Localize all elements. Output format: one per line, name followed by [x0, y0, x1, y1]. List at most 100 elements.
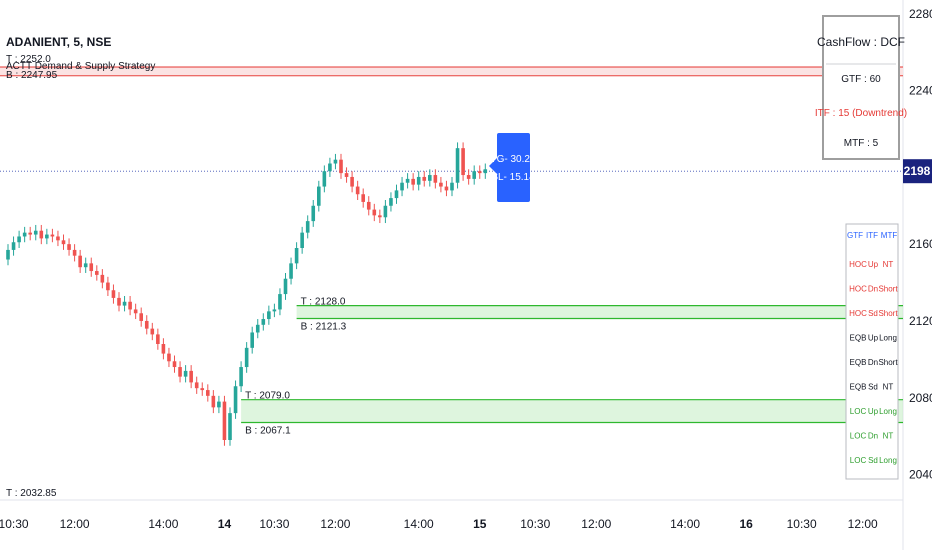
- candle-body: [211, 395, 216, 408]
- x-tick-label: 10:30: [0, 517, 29, 531]
- candle-body: [239, 367, 243, 387]
- candle-body: [67, 244, 71, 250]
- table-cell-trend: Sd: [868, 309, 878, 318]
- x-tick-label: 14: [218, 517, 232, 531]
- candle-body: [122, 301, 127, 306]
- candle-body: [261, 319, 266, 325]
- symbol-header[interactable]: ADANIENT, 5, NSE: [6, 35, 111, 49]
- resistance-lines: [0, 66, 903, 77]
- x-tick-label: 14:00: [148, 517, 178, 531]
- candle-body: [428, 175, 432, 181]
- target-box-bg: [497, 133, 530, 202]
- timeframe-table-border: [845, 223, 899, 480]
- candle-body: [189, 370, 193, 383]
- table-cell-action: Long: [879, 334, 897, 343]
- target-sl: SL- 15.14: [491, 172, 535, 183]
- candle-body: [72, 249, 77, 256]
- table-cell-action: NT: [883, 383, 894, 392]
- candle-body: [200, 388, 205, 391]
- table-cell-trend: Up: [868, 260, 879, 269]
- candle-body: [11, 242, 16, 250]
- candle-body: [161, 344, 166, 354]
- candle-body: [6, 249, 10, 260]
- table-cell-level: HOC: [849, 260, 867, 269]
- candle-body: [233, 386, 238, 414]
- candle-body: [344, 173, 349, 177]
- demand-zones: T : 2128.0 B : 2121.3 T : 2079.0 B : 2067.1: [241, 297, 904, 437]
- candle-body: [100, 274, 105, 283]
- x-tick-label: 10:30: [787, 517, 817, 531]
- candle-body: [411, 178, 415, 185]
- cashflow-itf: ITF : 15 (Downtrend): [815, 108, 907, 119]
- y-axis-ticks: 2040208021202160220022402280: [909, 7, 932, 482]
- candle-body: [172, 361, 177, 368]
- candle-body: [483, 169, 488, 174]
- table-cell-level: HOC: [849, 309, 867, 318]
- table-cell-trend: Up: [868, 334, 879, 343]
- candle-body: [178, 367, 182, 377]
- candle-body: [289, 263, 293, 279]
- candle-body: [28, 232, 32, 235]
- table-cell-action: NT: [883, 260, 894, 269]
- candle-body: [355, 186, 360, 195]
- candle-body: [317, 186, 321, 206]
- target-box-pointer: [489, 158, 497, 174]
- demand-zone-fill: [296, 305, 904, 319]
- candle-body: [183, 370, 188, 377]
- x-tick-label: 12:00: [581, 517, 611, 531]
- price-badge-bg: [903, 159, 932, 184]
- candle-body: [222, 401, 227, 440]
- table-cell-trend: Dn: [868, 285, 878, 294]
- x-tick-label: 16: [739, 517, 753, 531]
- table-cell-level: EQB: [850, 334, 867, 343]
- candle-body: [89, 263, 94, 272]
- candle-body: [39, 230, 44, 239]
- candle-body: [405, 178, 410, 183]
- x-tick-label: 10:30: [520, 517, 550, 531]
- x-tick-label: 12:00: [848, 517, 878, 531]
- candle-body: [328, 163, 332, 172]
- x-tick-label: 14:00: [670, 517, 700, 531]
- target-box[interactable]: TG- 30.28 SL- 15.14: [489, 133, 536, 202]
- candle-body: [333, 159, 338, 164]
- table-cell-level: EQB: [850, 383, 867, 392]
- candle-body: [383, 205, 388, 218]
- x-tick-label: 10:30: [259, 517, 289, 531]
- candle-body: [194, 382, 199, 389]
- y-tick-label: 2240: [909, 84, 932, 98]
- cashflow-title: CashFlow : DCF: [817, 35, 905, 49]
- candle-body: [477, 171, 482, 174]
- candle-body: [22, 232, 27, 237]
- candle-body: [111, 290, 116, 298]
- table-cell-action: Short: [878, 309, 898, 318]
- x-tick-label: 12:00: [320, 517, 350, 531]
- strategy-title[interactable]: ACTT Demand & Supply Strategy: [6, 61, 155, 72]
- candle-body: [17, 236, 21, 243]
- candle-body: [439, 182, 443, 187]
- candle-body: [45, 234, 49, 239]
- candle-body: [50, 234, 55, 237]
- candle-body: [455, 148, 460, 183]
- candle-body: [133, 309, 138, 314]
- candle-body: [78, 255, 82, 268]
- candle-body: [361, 194, 365, 202]
- cashflow-panel-border: [822, 15, 900, 160]
- demand-zone-top-label: T : 2128.0: [301, 297, 346, 308]
- demand-zone-bottom-label: B : 2121.3: [301, 321, 347, 332]
- table-header-itf: ITF: [866, 231, 878, 240]
- candle-body: [466, 175, 471, 179]
- table-cell-action: NT: [883, 432, 894, 441]
- candle-body: [461, 148, 465, 176]
- x-axis-ticks: 10:30 12:00 14:00 14 10:30 12:00 14:00 15 10:30 1…: [0, 517, 878, 531]
- table-cell-trend: Sd: [868, 383, 878, 392]
- candle-body: [278, 294, 282, 310]
- candle-body: [217, 401, 221, 408]
- candle-body: [422, 176, 427, 181]
- table-header-mtf: MTF: [881, 231, 898, 240]
- overlay-line-1: T : 2252.0: [6, 54, 51, 65]
- candle-body: [450, 182, 454, 191]
- table-cell-trend: Up: [868, 407, 879, 416]
- candle-body: [372, 209, 377, 216]
